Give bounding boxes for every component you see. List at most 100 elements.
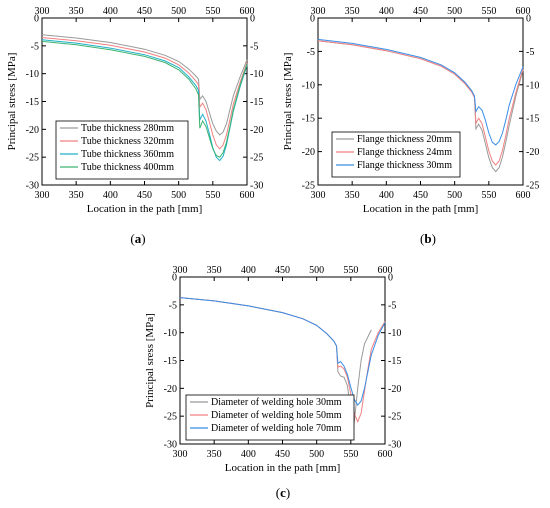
- x-tick-label-top: 450: [413, 6, 428, 17]
- y-tick-label-right: -15: [526, 114, 539, 125]
- y-tick-label: -20: [26, 125, 39, 136]
- y-tick-label: -30: [164, 440, 177, 451]
- x-tick-label: 500: [171, 190, 186, 201]
- x-tick-label: 550: [205, 190, 220, 201]
- x-tick-label: 600: [378, 449, 393, 460]
- series-line-3: [317, 38, 524, 146]
- legend-entry: Tube thickness 360mm: [81, 149, 174, 160]
- x-tick-label-top: 350: [207, 265, 222, 276]
- y-tick-label-right: 0: [388, 273, 393, 284]
- legend-box: [55, 120, 189, 180]
- y-tick-label: 0: [34, 14, 39, 25]
- y-tick-label-right: -5: [250, 41, 258, 52]
- legend-entry: Diameter of welding hole 30mm: [211, 397, 342, 408]
- x-tick-label: 350: [69, 190, 84, 201]
- y-tick-label: -15: [26, 97, 39, 108]
- y-tick-label: -10: [302, 80, 315, 91]
- x-tick-label: 400: [103, 190, 118, 201]
- y-tick-label-right: -30: [250, 181, 263, 192]
- y-tick-label: -15: [164, 356, 177, 367]
- x-tick-label-top: 400: [379, 6, 394, 17]
- x-tick-label-top: 500: [309, 265, 324, 276]
- panel-caption: (c): [276, 485, 290, 500]
- x-tick-label-top: 550: [205, 6, 220, 17]
- x-tick-label: 450: [137, 190, 152, 201]
- y-tick-label-right: -20: [526, 147, 539, 158]
- x-tick-label-top: 300: [311, 6, 326, 17]
- panel-caption: (a): [130, 231, 145, 246]
- legend-entry: Tube thickness 400mm: [81, 162, 174, 173]
- y-tick-label-right: 0: [250, 14, 255, 25]
- y-tick-label-right: -25: [526, 181, 539, 192]
- y-tick-label: -20: [164, 384, 177, 395]
- x-tick-label-top: 450: [137, 6, 152, 17]
- y-tick-label-right: -15: [250, 97, 263, 108]
- y-tick-label: -10: [26, 69, 39, 80]
- x-tick-label: 350: [207, 449, 222, 460]
- y-tick-label: -30: [26, 181, 39, 192]
- y-tick-label: -20: [302, 147, 315, 158]
- x-tick-label: 500: [309, 449, 324, 460]
- y-tick-label-right: 0: [526, 14, 531, 25]
- x-tick-label: 350: [345, 190, 360, 201]
- y-tick-label-right: -10: [250, 69, 263, 80]
- legend-entry: Flange thickness 24mm: [357, 147, 452, 158]
- y-tick-label-right: -20: [388, 384, 401, 395]
- y-tick-label: -25: [26, 153, 39, 164]
- x-tick-label-top: 550: [343, 265, 358, 276]
- y-tick-label: -25: [164, 412, 177, 423]
- y-tick-label-right: -5: [388, 300, 396, 311]
- x-tick-label-top: 450: [275, 265, 290, 276]
- legend-entry: Diameter of welding hole 50mm: [211, 410, 342, 421]
- y-tick-label-right: -30: [388, 440, 401, 451]
- legend-entry: Flange thickness 20mm: [357, 134, 452, 145]
- x-axis-label: Location in the path [mm]: [225, 462, 340, 474]
- chart-panel-a: 300 300 350 350 400 400 450 450 500 500 550 550 600 6…: [6, 6, 263, 246]
- y-tick-label: -5: [307, 47, 315, 58]
- legend: Tube thickness 280mm Tube thickness 320mm…: [55, 120, 189, 180]
- legend-box: [185, 394, 355, 441]
- series-line-2: [41, 37, 248, 150]
- legend-entry: Flange thickness 30mm: [357, 160, 452, 171]
- x-tick-label: 450: [275, 449, 290, 460]
- x-tick-label: 300: [311, 190, 326, 201]
- x-tick-label-top: 500: [447, 6, 462, 17]
- y-tick-label-right: -5: [526, 47, 534, 58]
- y-tick-label: -10: [164, 328, 177, 339]
- y-axis-label: Principal stress [MPa]: [6, 53, 18, 151]
- y-tick-label-right: -20: [250, 125, 263, 136]
- chart-panel-b: 300 300 350 350 400 400 450 450 500 500 550 550 600 6…: [282, 6, 539, 246]
- x-tick-label-top: 500: [171, 6, 186, 17]
- panel-caption: (b): [420, 231, 436, 246]
- x-tick-label: 400: [379, 190, 394, 201]
- y-tick-label-right: -25: [250, 153, 263, 164]
- x-tick-label: 300: [173, 449, 188, 460]
- x-tick-label: 300: [35, 190, 50, 201]
- y-tick-label: -25: [302, 181, 315, 192]
- y-tick-label-right: -25: [388, 412, 401, 423]
- x-tick-label: 450: [413, 190, 428, 201]
- x-tick-label: 400: [241, 449, 256, 460]
- x-tick-label-top: 600: [240, 6, 255, 17]
- y-tick-label: 0: [172, 273, 177, 284]
- y-tick-label-right: -15: [388, 356, 401, 367]
- x-tick-label: 600: [516, 190, 531, 201]
- series-line-3: [179, 297, 386, 406]
- series-line-4: [41, 40, 248, 158]
- legend-entry: Tube thickness 280mm: [81, 123, 174, 134]
- x-axis-label: Location in the path [mm]: [363, 203, 478, 215]
- x-tick-label: 600: [240, 190, 255, 201]
- x-tick-label-top: 400: [241, 265, 256, 276]
- x-tick-label-top: 400: [103, 6, 118, 17]
- x-tick-label-top: 300: [173, 265, 188, 276]
- x-tick-label-top: 550: [481, 6, 496, 17]
- series-line-2: [317, 40, 524, 166]
- series-line-1: [41, 34, 248, 136]
- x-tick-label-top: 300: [35, 6, 50, 17]
- x-axis-label: Location in the path [mm]: [87, 203, 202, 215]
- y-tick-label: 0: [310, 14, 315, 25]
- legend: Diameter of welding hole 30mm Diameter of…: [185, 394, 355, 441]
- y-tick-label-right: -10: [388, 328, 401, 339]
- legend-entry: Diameter of welding hole 70mm: [211, 423, 342, 434]
- panel-caption-letter: c: [280, 485, 286, 500]
